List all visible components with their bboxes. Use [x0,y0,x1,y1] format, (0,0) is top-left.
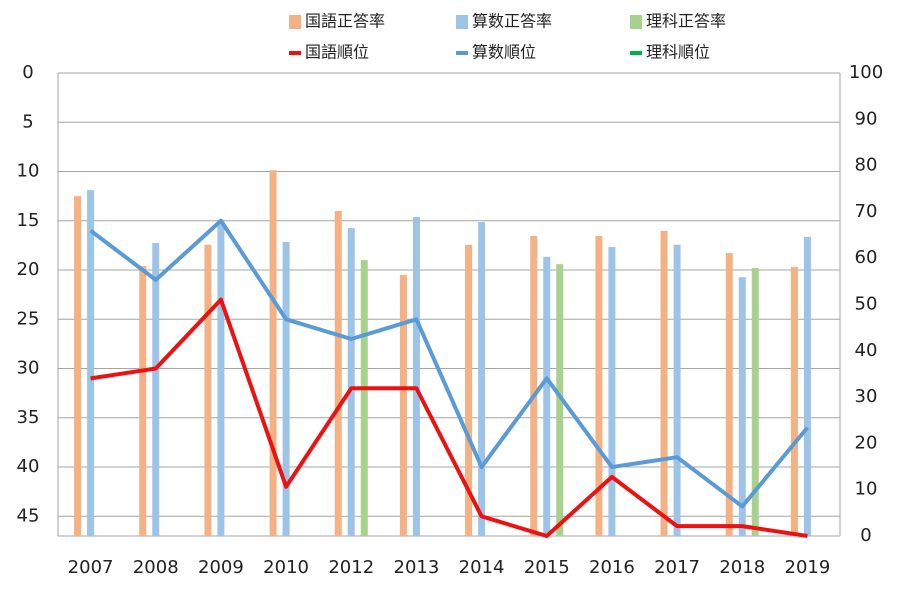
legend-label: 算数順位 [472,43,536,62]
bar [790,266,798,536]
bar [360,260,368,536]
y2-tick-label: 30 [855,386,878,407]
legend-label: 国語正答率 [305,12,385,31]
bar [660,230,668,536]
bar [530,235,538,536]
bar [673,244,681,536]
y2-tick-label: 0 [860,525,871,546]
line [89,218,809,509]
bar [269,170,277,537]
bar [217,219,225,536]
bar [399,274,407,536]
legend-swatch [289,15,301,29]
y-tick-label: 45 [17,505,40,526]
x-tick-label: 2013 [394,557,440,578]
y2-tick-label: 10 [855,479,878,500]
bar [608,247,616,536]
y-tick-label: 15 [17,210,40,231]
y-tick-label: 25 [17,308,40,329]
y-tick-label: 5 [22,111,33,132]
bar [738,277,746,536]
x-tick-label: 2008 [133,557,179,578]
bar [803,236,811,537]
bar [347,228,355,537]
y2-tick-label: 20 [855,432,878,453]
y-tick-label: 40 [17,456,40,477]
bar [139,266,147,536]
y2-tick-label: 90 [855,108,878,129]
bar [725,253,733,536]
bar [556,264,564,536]
y-tick-label: 0 [22,62,33,83]
bar [334,210,342,536]
bar [87,190,95,536]
x-tick-label: 2012 [328,557,374,578]
x-tick-label: 2007 [68,557,114,578]
bar [412,216,420,537]
legend-label: 国語順位 [305,43,369,62]
legend-label: 算数正答率 [472,12,552,31]
x-tick-label: 2009 [198,557,244,578]
legend-label: 理科順位 [646,43,710,62]
x-tick-label: 2017 [654,557,700,578]
y2-tick-label: 50 [855,294,878,315]
bar [751,267,759,536]
x-tick-label: 2018 [719,557,765,578]
x-tick-label: 2010 [263,557,309,578]
x-tick-label: 2014 [459,557,505,578]
y-tick-label: 30 [17,358,40,379]
bar [465,244,473,536]
legend-swatch [630,15,642,29]
y2-tick-label: 60 [855,247,878,268]
bar [74,196,82,536]
y2-tick-label: 70 [855,201,878,222]
x-tick-label: 2016 [589,557,635,578]
legend-label: 理科正答率 [646,12,726,31]
y-tick-label: 20 [17,259,40,280]
bar [152,242,160,536]
y2-tick-label: 80 [855,155,878,176]
legend-swatch [456,15,468,29]
bar [282,241,290,536]
bar [204,244,212,536]
bar [595,235,603,536]
y-tick-label: 35 [17,407,40,428]
y2-tick-label: 40 [855,340,878,361]
y2-tick-label: 100 [849,62,883,83]
line [90,297,808,538]
bar [478,222,486,536]
bar [543,256,551,536]
x-tick-label: 2019 [785,557,831,578]
y-tick-label: 10 [17,161,40,182]
x-tick-label: 2015 [524,557,570,578]
